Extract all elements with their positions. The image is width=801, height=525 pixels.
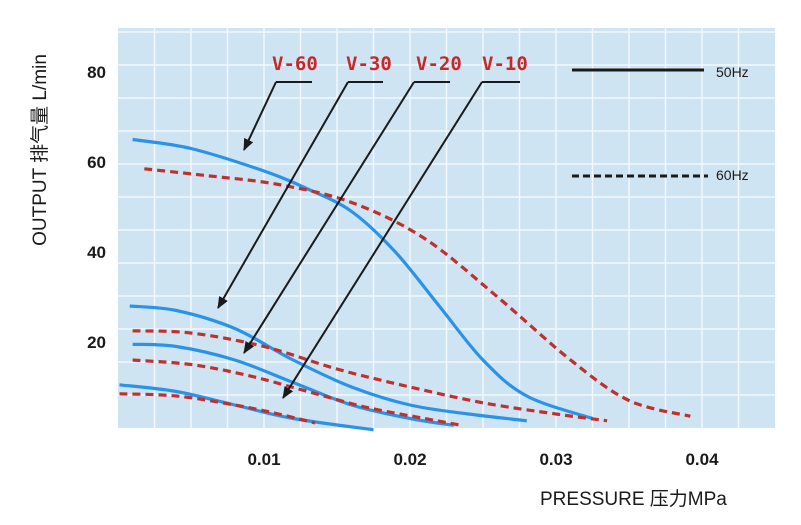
series-layer [119, 137, 691, 432]
series-line-v-20-60hz [132, 358, 462, 427]
model-label-v-20: V-20 [416, 53, 462, 75]
series-line-v-60-60hz [144, 167, 691, 418]
series-line-v-10-60hz [119, 392, 316, 425]
model-label-v-60: V-60 [272, 53, 318, 75]
pointer-arrow-v-20 [243, 81, 415, 354]
series-line-v-30-50hz [129, 304, 527, 423]
series-line-v-60-50hz [132, 137, 594, 421]
model-label-v-30: V-30 [346, 53, 392, 75]
pointer-arrow-v-30 [217, 81, 349, 309]
x-tick-label: 0.01 [247, 450, 280, 469]
pointer-arrow-v-60 [243, 81, 277, 151]
x-tick-label: 0.03 [539, 450, 572, 469]
legend: 50Hz 60Hz [572, 64, 749, 183]
ticks: 0.01 0.02 0.03 0.04 20 40 60 80 [87, 63, 719, 469]
y-tick-label: 80 [87, 63, 106, 82]
pointer-arrow-v-10 [282, 81, 483, 399]
x-tick-label: 0.02 [393, 450, 426, 469]
y-tick-label: 60 [87, 153, 106, 172]
y-axis-title: OUTPUT 排气量 L/min [29, 54, 51, 246]
series-line-v-30-60hz [132, 329, 608, 423]
y-tick-label: 40 [87, 243, 106, 262]
x-tick-label: 0.04 [685, 450, 719, 469]
y-tick-label: 20 [87, 333, 106, 352]
model-annotations: V-60 V-30 V-20 V-10 [217, 53, 528, 399]
legend-50hz-label: 50Hz [716, 64, 749, 80]
x-axis-title: PRESSURE 压力MPa [540, 488, 727, 510]
grid [118, 28, 775, 428]
legend-60hz-label: 60Hz [716, 167, 749, 183]
series-line-v-10-50hz [119, 383, 374, 432]
model-label-v-10: V-10 [482, 53, 528, 75]
